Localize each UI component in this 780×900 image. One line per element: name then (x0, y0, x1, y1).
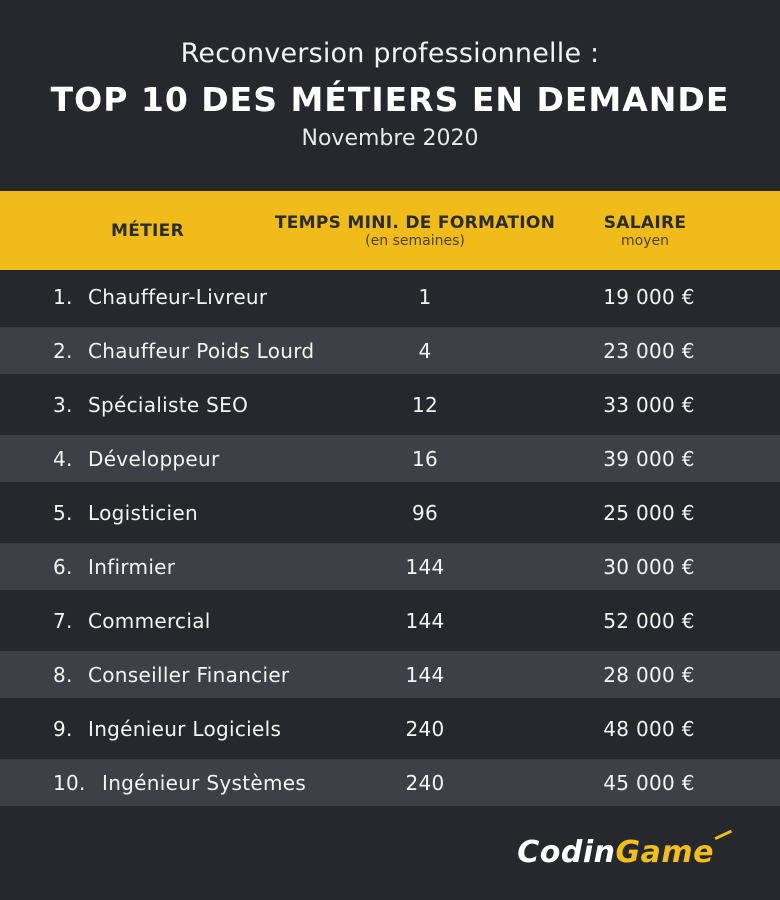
logo-text-codin: Codin (517, 835, 616, 870)
row-salary: 45 000 € (603, 770, 695, 795)
table-body: 1. Chauffeur-Livreur 1 19 000 € 2. Chauffeur … (0, 270, 780, 810)
row-salary: 33 000 € (603, 393, 695, 417)
row-job: Infirmier (88, 554, 176, 579)
row-salary: 28 000 € (603, 662, 695, 687)
row-job: Logisticien (88, 501, 198, 525)
row-weeks: 144 (405, 609, 445, 633)
logo-text-game: Game (615, 835, 714, 870)
row-weeks: 16 (411, 446, 439, 471)
column-header-time-unit: (en semaines) (365, 233, 465, 249)
page-subtitle: Reconversion professionnelle : (180, 38, 600, 69)
row-weeks: 144 (405, 554, 445, 579)
row-rank: 6. (53, 554, 73, 579)
table-row: 6. Infirmier 144 30 000 € (0, 543, 780, 590)
row-rank: 7. (53, 609, 73, 633)
table-header: MÉTIER TEMPS MINI. DE FORMATION (en sema… (0, 191, 780, 270)
row-rank: 9. (53, 717, 73, 741)
row-job: Développeur (88, 446, 220, 471)
header: Reconversion professionnelle : TOP 10 DE… (0, 0, 780, 190)
row-salary: 48 000 € (603, 717, 695, 741)
row-weeks: 240 (405, 717, 445, 741)
column-header-job: MÉTIER (60, 221, 235, 241)
row-rank: 2. (53, 338, 73, 363)
row-rank: 3. (53, 393, 73, 417)
column-header-salary: SALAIRE moyen (575, 213, 715, 249)
row-job: Ingénieur Systèmes (102, 770, 307, 795)
row-salary: 30 000 € (603, 554, 695, 579)
row-job: Spécialiste SEO (88, 393, 249, 417)
table-row: 7. Commercial 144 52 000 € (0, 594, 780, 648)
row-weeks: 12 (411, 393, 439, 417)
row-salary: 25 000 € (603, 501, 695, 525)
row-salary: 52 000 € (603, 609, 695, 633)
table-row: 5. Logisticien 96 25 000 € (0, 486, 780, 540)
column-header-salary-unit: moyen (621, 233, 669, 249)
row-rank: 5. (53, 501, 73, 525)
row-weeks: 144 (405, 662, 445, 687)
row-weeks: 96 (411, 501, 439, 525)
row-salary: 23 000 € (603, 338, 695, 363)
row-weeks: 4 (418, 338, 432, 363)
row-weeks: 1 (418, 285, 432, 309)
row-rank: 1. (53, 285, 73, 309)
column-header-salary-label: SALAIRE (603, 213, 687, 233)
column-header-job-label: MÉTIER (111, 221, 184, 241)
table-row: 10. Ingénieur Systèmes 240 45 000 € (0, 759, 780, 806)
row-job: Commercial (88, 609, 211, 633)
column-header-time-label: TEMPS MINI. DE FORMATION (274, 213, 556, 233)
column-header-time: TEMPS MINI. DE FORMATION (en semaines) (270, 213, 560, 249)
row-salary: 19 000 € (603, 285, 695, 309)
row-rank: 8. (53, 662, 73, 687)
page-date: Novembre 2020 (301, 126, 479, 151)
page-title: TOP 10 DES MÉTIERS EN DEMANDE (50, 80, 730, 119)
table-row: 3. Spécialiste SEO 12 33 000 € (0, 378, 780, 432)
table-row: 4. Développeur 16 39 000 € (0, 435, 780, 482)
row-weeks: 240 (405, 770, 445, 795)
row-job: Conseiller Financier (88, 662, 290, 687)
row-rank: 4. (53, 446, 73, 471)
row-rank: 10. (53, 770, 86, 795)
row-job: Chauffeur Poids Lourd (88, 338, 315, 363)
row-job: Chauffeur-Livreur (88, 285, 268, 309)
table-row: 1. Chauffeur-Livreur 1 19 000 € (0, 270, 780, 324)
table-row: 8. Conseiller Financier 144 28 000 € (0, 651, 780, 698)
table-row: 2. Chauffeur Poids Lourd 4 23 000 € (0, 327, 780, 374)
codingame-logo: CodinGame (517, 829, 736, 870)
row-salary: 39 000 € (603, 446, 695, 471)
logo-mark-icon (714, 829, 736, 848)
table-row: 9. Ingénieur Logiciels 240 48 000 € (0, 702, 780, 756)
row-job: Ingénieur Logiciels (88, 717, 282, 741)
